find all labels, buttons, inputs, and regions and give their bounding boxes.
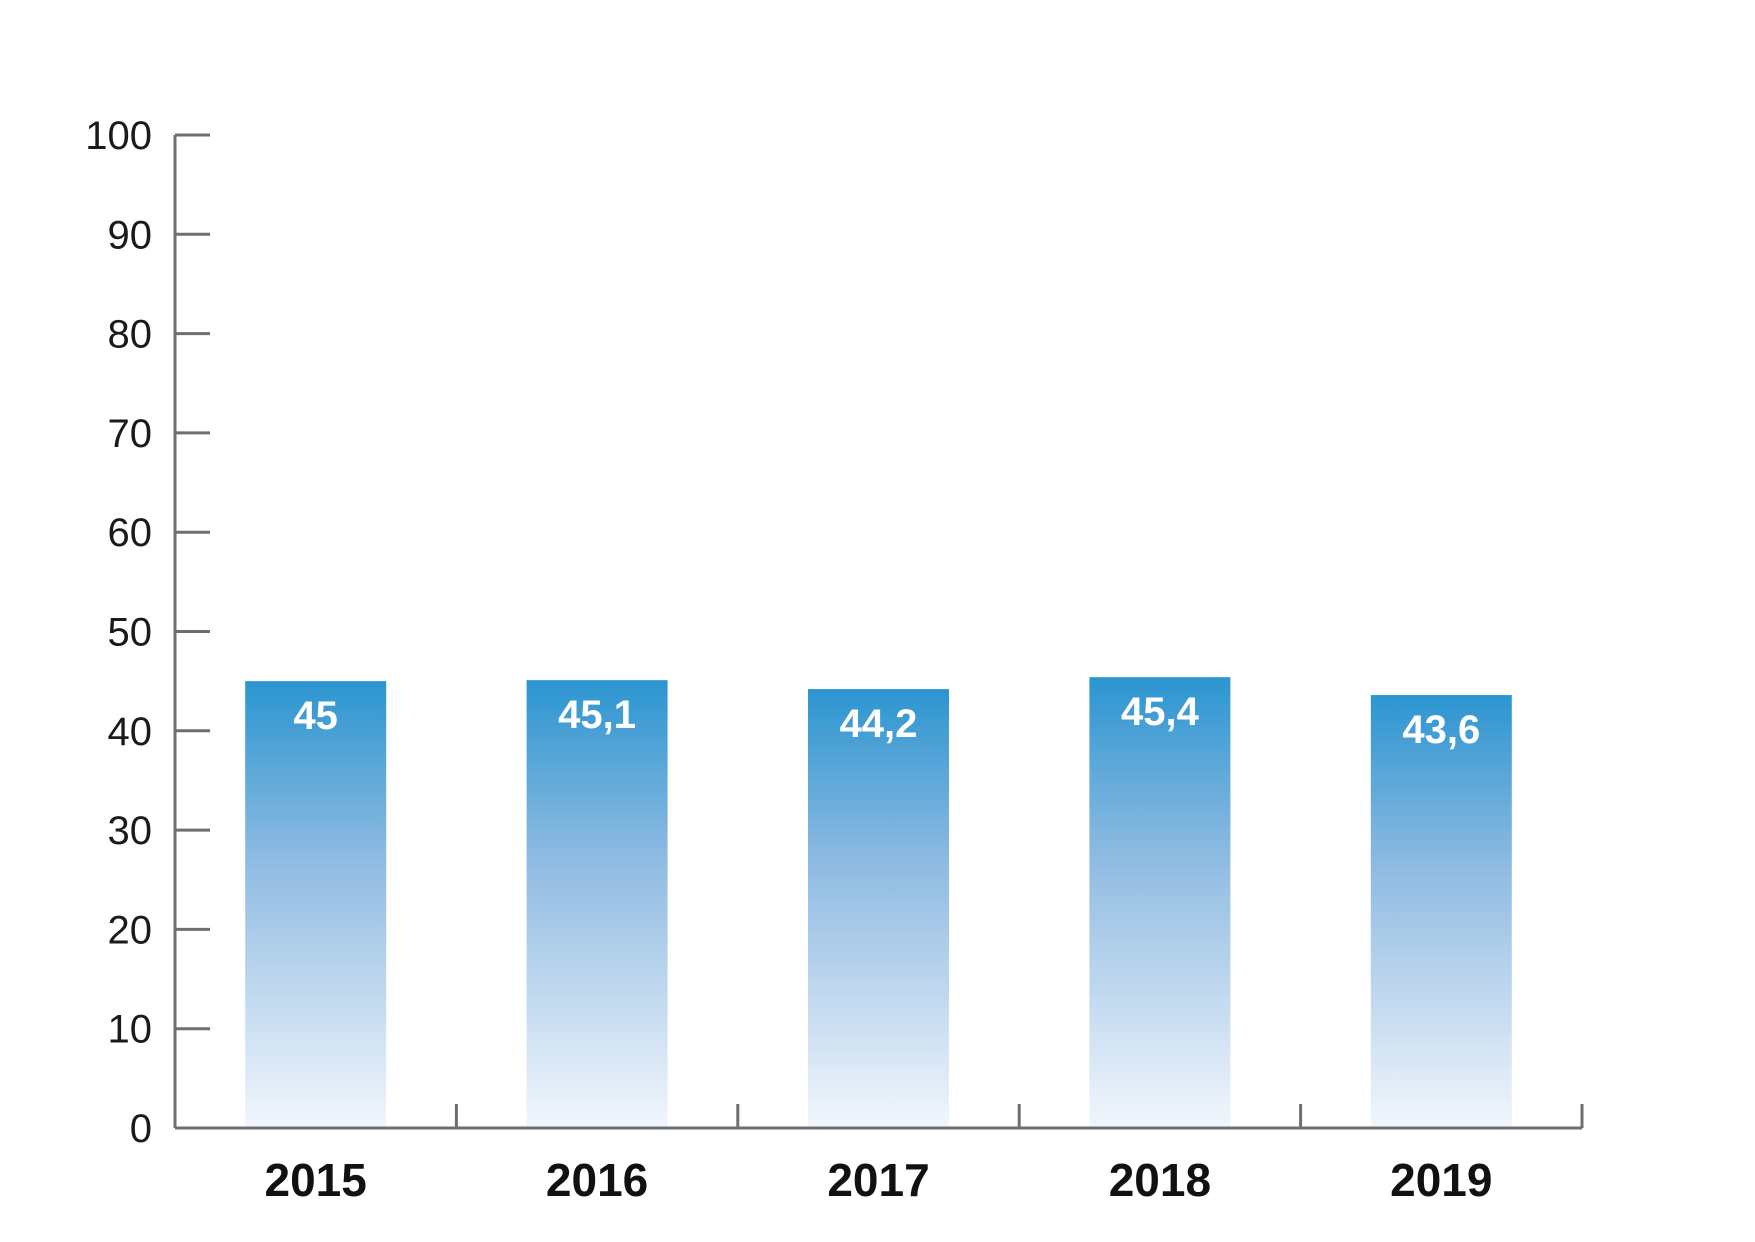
bar	[808, 689, 949, 1128]
bar-value-label: 45,1	[558, 693, 636, 737]
x-tick-label: 2019	[1390, 1154, 1492, 1206]
bars: 45 45,1 44,2 45,4 43,6	[245, 677, 1512, 1128]
bar-value-label: 43,6	[1402, 708, 1480, 752]
y-tick-label: 60	[108, 511, 153, 555]
bar-value-label: 45	[293, 694, 338, 738]
y-tick-label: 30	[108, 809, 153, 853]
x-tick-label: 2015	[265, 1154, 367, 1206]
bar	[1370, 695, 1512, 1128]
bar	[526, 680, 668, 1128]
y-tick-label: 0	[130, 1107, 152, 1151]
x-tick-label: 2016	[546, 1154, 648, 1206]
y-tick-label: 80	[108, 313, 153, 357]
bar	[1089, 677, 1231, 1128]
x-tick-label: 2017	[827, 1154, 929, 1206]
y-tick-label: 100	[85, 114, 152, 158]
y-tick-label: 20	[108, 908, 153, 952]
x-axis: 2015 2016 2017 2018 2019	[175, 1104, 1584, 1206]
y-tick-label: 50	[108, 611, 153, 655]
bar-value-label: 45,4	[1121, 690, 1200, 734]
y-tick-label: 90	[108, 213, 153, 257]
y-tick-label: 10	[108, 1008, 153, 1052]
x-tick-label: 2018	[1109, 1154, 1211, 1206]
bar-value-label: 44,2	[840, 702, 918, 746]
y-tick-label: 40	[108, 710, 153, 754]
y-axis: 0 10 20 30 40 50 60 70 80 90 100	[85, 114, 210, 1151]
bar	[245, 681, 387, 1128]
y-tick-label: 70	[108, 412, 153, 456]
